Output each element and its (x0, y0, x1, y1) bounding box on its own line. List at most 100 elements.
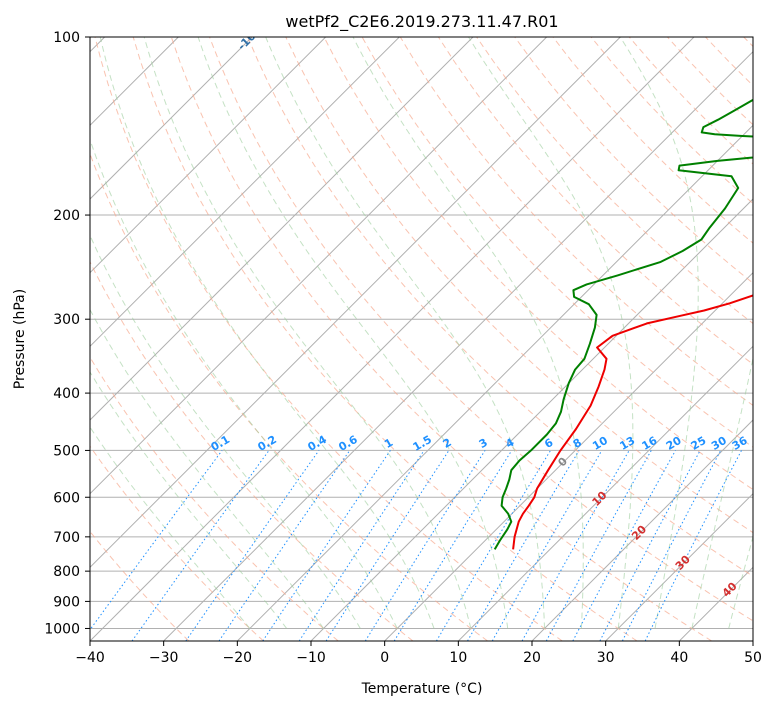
mixing-ratio-line (393, 450, 513, 641)
mixing-ratio-label: 4 (503, 436, 516, 451)
isotherm-label: 10 (590, 489, 610, 509)
mixing-ratio-line (185, 450, 320, 641)
y-tick-label: 700 (53, 530, 80, 546)
isotherm-line (90, 37, 621, 569)
isotherm-line (163, 50, 753, 641)
dry-adiabat (132, 37, 638, 641)
dry-adiabat (590, 37, 753, 205)
dry-adiabat (743, 37, 753, 48)
isotherm-line (90, 37, 327, 274)
dry-adiabat (209, 37, 753, 622)
x-axis-label: Temperature (°C) (361, 681, 483, 697)
plot-area: 0.10.20.40.611.52346810131620253036-100-… (90, 24, 753, 641)
y-tick-label: 900 (53, 594, 80, 610)
dewpoint-line (493, 98, 753, 550)
dry-adiabat (90, 530, 190, 641)
y-tick-label: 600 (53, 490, 80, 506)
dry-adiabat (667, 37, 753, 126)
axes: −40 −30 −20 −10 0 10 20 30 40 50 100 200 300 400 500 60… (44, 30, 762, 666)
moist-adiabat (99, 37, 435, 629)
x-tick-label: 20 (523, 650, 541, 666)
moist-adiabat (619, 37, 699, 629)
mixing-ratio-line (435, 450, 552, 641)
dry-adiabat (90, 356, 339, 641)
x-tick-label: −40 (75, 650, 105, 666)
mixing-ratio-line (262, 450, 391, 641)
mixing-ratio-line (364, 450, 486, 641)
y-tick-label: 400 (53, 386, 80, 402)
x-tick-label: 40 (670, 650, 688, 666)
mixing-ratio-label: 3 (477, 436, 490, 451)
mixing-ratio-line (621, 450, 722, 641)
moist-adiabat (691, 355, 753, 629)
isotherm-line (90, 37, 253, 200)
moist-adiabat (90, 371, 288, 629)
dry-adiabat (285, 37, 753, 534)
x-tick-label: 30 (597, 650, 615, 666)
dry-adiabat (170, 37, 712, 641)
y-axis-label: Pressure (hPa) (12, 289, 28, 389)
isotherm-line (90, 37, 548, 495)
isotherm-line (752, 640, 753, 641)
mixing-ratio-label: 2 (441, 436, 454, 451)
mixing-ratio-line (325, 450, 450, 641)
isotherm-label: 20 (629, 523, 649, 543)
mixing-ratio-line (545, 450, 652, 641)
mixing-ratio-line (218, 450, 351, 641)
isotherm-line (457, 345, 753, 641)
moist-adiabat (265, 37, 545, 629)
dry-adiabat (247, 37, 753, 577)
isotherm-line (605, 492, 753, 641)
mixing-ratio-line (131, 450, 270, 641)
moist-adiabat (90, 234, 361, 629)
isotherm-line (384, 271, 753, 641)
x-tick-label: 50 (744, 650, 762, 666)
y-tick-label: 300 (53, 312, 80, 328)
y-tick-label: 1000 (44, 621, 80, 637)
isotherm-line (678, 566, 753, 641)
y-tick-label: 100 (53, 30, 80, 46)
y-tick-label: 800 (53, 564, 80, 580)
isotherm-line (236, 124, 753, 641)
isotherm-label: 30 (673, 553, 693, 573)
dry-adiabat (552, 37, 753, 244)
dry-adiabat (476, 37, 753, 325)
mixing-ratio-line (298, 450, 425, 641)
x-tick-label: 0 (380, 650, 389, 666)
mixing-ratio-line (521, 450, 630, 641)
dry-adiabat (94, 37, 563, 641)
dry-adiabat (90, 152, 488, 641)
x-tick-label: −10 (296, 650, 326, 666)
moist-adiabat (90, 138, 398, 629)
dry-adiabat (705, 37, 753, 87)
moist-adiabat (728, 534, 753, 629)
plot-frame (89, 36, 754, 642)
dry-adiabat (90, 260, 414, 641)
isotherm-label: -100 (235, 24, 264, 53)
moist-adiabat (352, 37, 584, 629)
moist-adiabat (197, 37, 509, 629)
x-tick-label: 10 (449, 650, 467, 666)
x-tick-label: −30 (149, 650, 179, 666)
mixing-ratio-line (572, 450, 676, 641)
temperature-line (512, 294, 753, 550)
isotherm-line (90, 37, 695, 641)
isotherm-line (531, 419, 753, 641)
mixing-ratio-line (599, 450, 701, 641)
mixing-ratio-line (644, 450, 742, 641)
dry-adiabat (90, 445, 264, 641)
mixing-ratio-line (90, 450, 223, 631)
isotherm-line (90, 37, 400, 348)
moist-adiabat (468, 37, 634, 629)
dry-adiabat (514, 37, 753, 284)
x-tick-label: −20 (223, 650, 253, 666)
chart-title: wetPf2_C2E6.2019.273.11.47.R01 (285, 12, 558, 32)
moist-adiabat (143, 37, 472, 629)
y-tick-label: 200 (53, 208, 80, 224)
moist-adiabat (90, 308, 324, 629)
dry-adiabat (323, 37, 753, 491)
y-tick-label: 500 (53, 443, 80, 459)
moist-adiabat (90, 426, 251, 629)
isotherm-line (90, 37, 474, 421)
